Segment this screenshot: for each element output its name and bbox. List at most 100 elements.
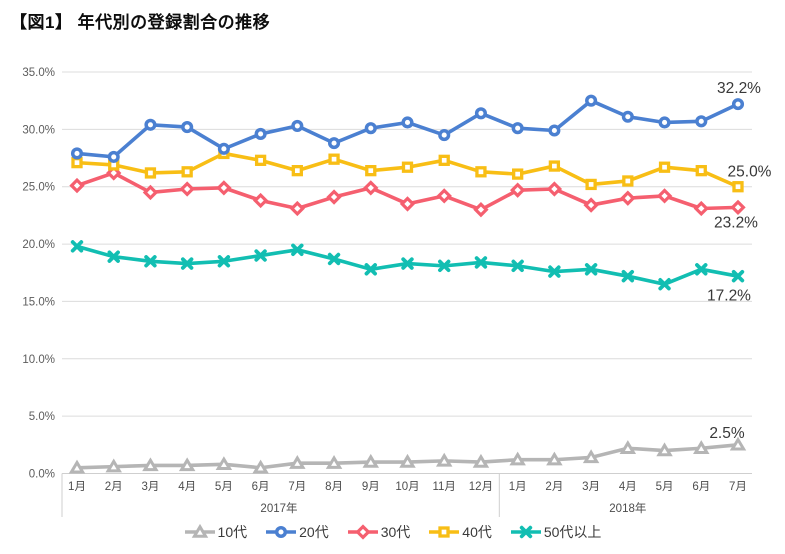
- legend-item-teens: 10代: [184, 522, 248, 542]
- data-point-circle-marker: [217, 142, 230, 155]
- data-point-triangle-marker: [105, 458, 122, 473]
- series-fifties_plus: 17.2%: [70, 240, 751, 305]
- y-axis-tick-label: 15.0%: [22, 296, 55, 308]
- data-point-triangle-marker: [215, 456, 233, 471]
- data-point-circle-marker: [144, 118, 157, 131]
- data-point-diamond-marker: [656, 188, 673, 204]
- data-point-circle-marker: [585, 94, 598, 107]
- legend-marker-teens-icon: [184, 524, 215, 538]
- legend-item-twenties: 20代: [265, 522, 329, 542]
- data-point-circle-marker: [181, 121, 194, 134]
- data-point-triangle-marker: [289, 455, 306, 469]
- x-axis-month-label: 3月: [582, 481, 600, 493]
- x-axis-month-label: 3月: [141, 481, 159, 493]
- data-point-x-marker: [70, 240, 84, 253]
- data-point-circle-marker: [695, 115, 708, 128]
- data-point-circle-marker: [474, 107, 487, 120]
- data-point-circle-marker: [621, 110, 634, 123]
- data-point-circle-marker: [731, 98, 745, 111]
- series-line-twenties: [75, 98, 740, 159]
- x-axis-month-label: 1月: [509, 481, 527, 493]
- legend-item-fifties_plus: 50代以上: [510, 522, 602, 542]
- data-point-triangle-marker: [178, 457, 196, 472]
- data-point-square-marker: [438, 154, 450, 166]
- data-point-diamond-marker: [216, 180, 232, 196]
- x-axis-month-label: 2月: [545, 481, 563, 493]
- chart-legend: 10代 20代 30代 40代 50代以上: [0, 522, 785, 542]
- data-point-triangle-marker: [546, 451, 563, 466]
- legend-label-twenties: 20代: [299, 524, 329, 540]
- data-point-diamond-marker: [399, 196, 416, 212]
- data-point-diamond-marker: [363, 180, 379, 196]
- series-thirties: 23.2%: [69, 165, 758, 231]
- x-axis-month-label: 7月: [729, 481, 747, 493]
- data-point-square-marker: [695, 165, 707, 177]
- x-axis-month-label: 11月: [432, 481, 455, 493]
- data-point-diamond-marker: [69, 177, 85, 194]
- data-point-triangle-marker: [325, 455, 343, 469]
- data-point-diamond-marker: [289, 200, 305, 217]
- x-axis-month-label: 7月: [288, 481, 306, 493]
- data-point-circle-marker: [658, 116, 671, 129]
- data-point-diamond-marker: [179, 181, 195, 197]
- data-point-square-marker: [658, 161, 671, 173]
- x-axis-month-label: 10月: [395, 481, 419, 493]
- data-point-x-marker: [107, 250, 120, 263]
- data-point-x-marker: [401, 257, 414, 270]
- data-point-circle-marker: [401, 116, 414, 129]
- data-point-diamond-marker: [326, 189, 342, 205]
- data-point-square-marker: [328, 153, 340, 165]
- data-point-square-marker: [254, 154, 267, 166]
- legend-marker-fifties_plus-icon: [510, 525, 541, 539]
- data-point-triangle-marker: [472, 453, 490, 468]
- data-point-triangle-marker: [362, 453, 380, 468]
- x-axis-year-label: 2018年: [609, 501, 646, 515]
- series-forties: 25.0%: [71, 147, 772, 193]
- data-point-square-marker: [291, 165, 303, 177]
- data-point-diamond-marker: [436, 188, 452, 204]
- data-point-circle-marker: [511, 122, 524, 135]
- data-point-square-marker: [585, 178, 597, 191]
- data-point-triangle-marker: [399, 453, 416, 468]
- x-axis-month-label: 9月: [362, 481, 380, 493]
- data-point-x-marker: [519, 525, 533, 539]
- data-point-triangle-marker: [68, 459, 86, 474]
- figure-title: 【図1】 年代別の登録割合の推移: [10, 13, 271, 32]
- data-point-x-marker: [658, 278, 671, 291]
- data-point-circle-marker: [438, 129, 451, 142]
- legend-label-forties: 40代: [462, 524, 492, 540]
- y-axis-tick-label: 25.0%: [22, 182, 55, 194]
- data-point-x-marker: [548, 265, 561, 278]
- data-point-x-marker: [438, 259, 451, 273]
- series-teens: 2.5%: [68, 425, 747, 474]
- data-point-triangle-marker: [142, 457, 159, 472]
- data-point-circle-marker: [364, 122, 377, 135]
- legend-label-fifties_plus: 50代以上: [543, 524, 602, 540]
- data-point-x-marker: [254, 249, 267, 262]
- legend-marker-forties-icon: [429, 526, 460, 538]
- data-point-x-marker: [327, 252, 341, 266]
- data-point-x-marker: [511, 259, 524, 273]
- x-axis-month-label: 2月: [105, 481, 123, 493]
- data-point-diamond-marker: [142, 184, 159, 201]
- data-point-diamond-marker: [106, 165, 122, 181]
- data-point-x-marker: [291, 243, 304, 257]
- x-axis-month-label: 1月: [68, 481, 86, 493]
- data-point-x-marker: [144, 255, 157, 268]
- y-axis-tick-label: 35.0%: [22, 67, 55, 79]
- series-end-label-fifties_plus: 17.2%: [707, 288, 751, 305]
- data-point-diamond-marker: [473, 201, 489, 218]
- legend-label-thirties: 30代: [380, 524, 411, 540]
- data-point-diamond-marker: [693, 200, 709, 217]
- series-twenties: 32.2%: [70, 80, 761, 163]
- data-point-diamond-marker: [355, 524, 371, 540]
- data-point-circle-marker: [291, 119, 304, 132]
- data-point-x-marker: [217, 255, 231, 268]
- series-end-label-thirties: 23.2%: [714, 214, 758, 231]
- y-axis-tick-label: 30.0%: [22, 124, 55, 136]
- data-point-x-marker: [695, 263, 708, 276]
- data-point-triangle-marker: [656, 442, 673, 457]
- x-axis-month-label: 12月: [469, 481, 493, 493]
- legend-label-teens: 10代: [217, 524, 248, 540]
